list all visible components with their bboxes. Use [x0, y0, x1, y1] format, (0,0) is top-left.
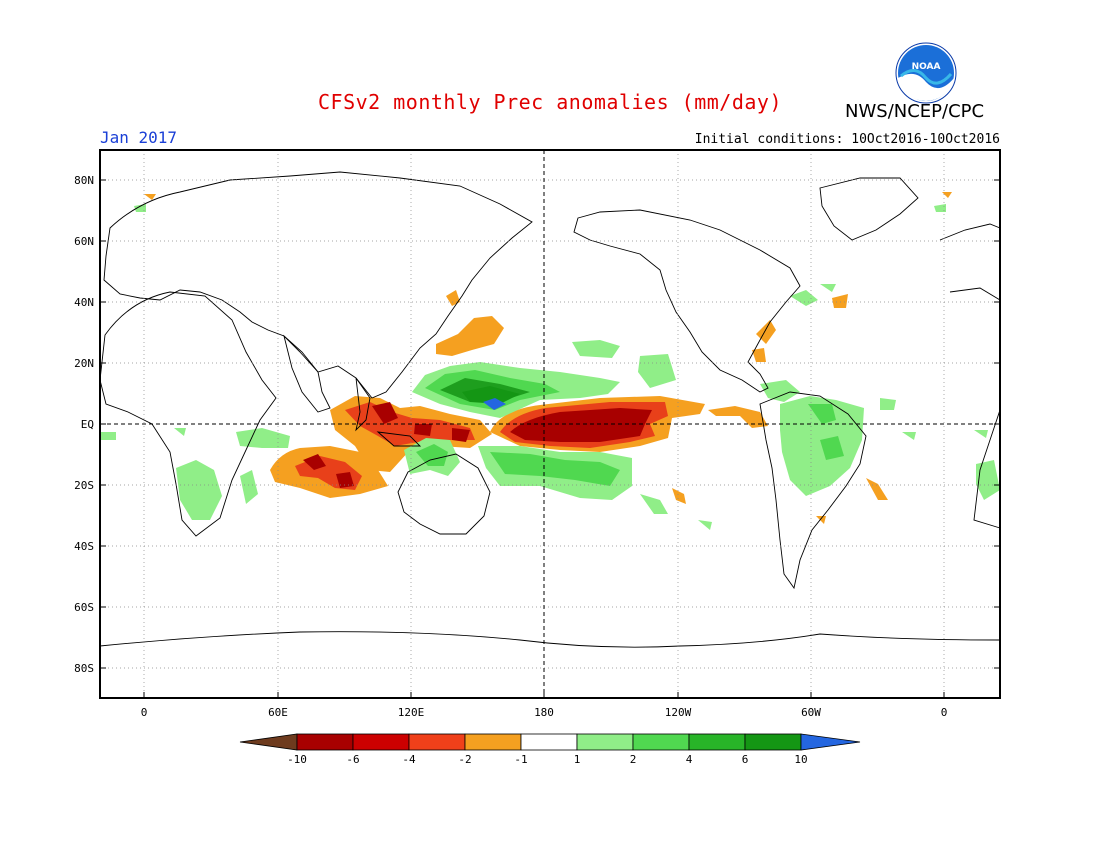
wet-anomaly-arctic	[134, 204, 946, 212]
colorbar-tick-label: -1	[514, 753, 527, 766]
lat-label: 20S	[74, 479, 94, 492]
colorbar-tick-label: -4	[402, 753, 416, 766]
dry-anomaly-gulf-mexico	[752, 320, 776, 362]
lat-label: 80S	[74, 662, 94, 675]
colorbar-tick-label: 1	[574, 753, 581, 766]
colorbar-left-arrow	[239, 733, 298, 751]
dry-anomaly-japan	[446, 290, 460, 306]
colorbar-swatch	[632, 733, 690, 751]
noaa-logo: NOAA	[895, 42, 957, 104]
lat-label: EQ	[81, 418, 94, 431]
lon-label: 120W	[665, 706, 692, 719]
anomaly-fields	[100, 192, 1000, 530]
colorbar-swatch	[520, 733, 578, 751]
dry-anomaly-west-pacific	[436, 316, 504, 356]
latitude-ticks	[100, 179, 1000, 669]
lat-label: 60N	[74, 235, 94, 248]
colorbar-swatch	[744, 733, 802, 751]
colorbar-swatch	[296, 733, 354, 751]
wet-anomaly-amazon-2	[808, 404, 844, 460]
lat-label: 80N	[74, 174, 94, 187]
colorbar-tick-label: -10	[287, 753, 307, 766]
coastlines	[99, 171, 1001, 648]
chart-title: CFSv2 monthly Prec anomalies (mm/day)	[317, 90, 783, 114]
agency-label: NWS/NCEP/CPC	[845, 101, 985, 122]
colorbar-tick-label: 4	[686, 753, 693, 766]
wet-anomaly-north-pacific-band	[572, 340, 676, 388]
wet-anomaly-east-africa-right	[974, 430, 1000, 500]
wet-anomaly-west-africa	[100, 428, 186, 440]
lon-label: 0	[141, 706, 148, 719]
graticule	[100, 150, 1000, 698]
lon-label: 60E	[268, 706, 288, 719]
colorbar: -10 -6 -4 -2 -1 1 2 4 6 10	[239, 733, 861, 766]
noaa-logo-text: NOAA	[912, 62, 941, 72]
wet-anomaly-madagascar	[240, 470, 258, 504]
lon-label: 120E	[398, 706, 425, 719]
colorbar-right-arrow	[800, 733, 861, 751]
colorbar-swatch	[352, 733, 410, 751]
wet-anomaly-nw-pacific-core	[462, 386, 520, 404]
lon-label: 180	[534, 706, 554, 719]
lat-label: 40N	[74, 296, 94, 309]
lat-label: 60S	[74, 601, 94, 614]
colorbar-tick-label: 2	[630, 753, 637, 766]
dry-anomaly-brazil	[866, 478, 888, 500]
longitude-ticks	[143, 692, 945, 698]
forecast-month: Jan 2017	[100, 128, 178, 147]
colorbar-swatch	[576, 733, 634, 751]
colorbar-tick-label: 6	[742, 753, 749, 766]
dry-anomaly-eastern-pacific	[708, 406, 768, 428]
colorbar-tick-label: -6	[346, 753, 359, 766]
dry-anomaly-north-atlantic	[832, 294, 848, 308]
colorbar-swatch	[464, 733, 522, 751]
dry-anomaly-indian-ocean-deep	[303, 454, 354, 488]
colorbar-tick-label: 10	[794, 753, 807, 766]
dry-anomaly-south-atlantic	[816, 516, 826, 524]
lon-label: 60W	[801, 706, 821, 719]
colorbar-tick-label: -2	[458, 753, 471, 766]
wet-anomaly-south-pacific-2	[490, 452, 620, 486]
dry-anomaly-arctic	[144, 192, 952, 200]
wet-anomaly-caribbean	[760, 380, 916, 440]
wet-anomaly-north-australia-2	[416, 444, 448, 466]
wet-anomaly-south-pacific-tail	[640, 494, 712, 530]
lat-label: 20N	[74, 357, 94, 370]
lat-label: 40S	[74, 540, 94, 553]
colorbar-swatch	[408, 733, 466, 751]
wet-anomaly-north-atlantic	[790, 284, 836, 306]
dry-anomaly-maritime-deep	[372, 402, 470, 442]
dry-anomaly-pacific-core	[510, 408, 652, 442]
colorbar-swatch	[688, 733, 746, 751]
wet-anomaly-central-africa	[236, 428, 290, 448]
extreme-wet-anomaly	[483, 398, 506, 410]
lon-label: 0	[941, 706, 948, 719]
wet-anomaly-southern-africa	[176, 460, 222, 520]
initial-conditions: Initial conditions: 10Oct2016-10Oct2016	[694, 132, 1000, 147]
